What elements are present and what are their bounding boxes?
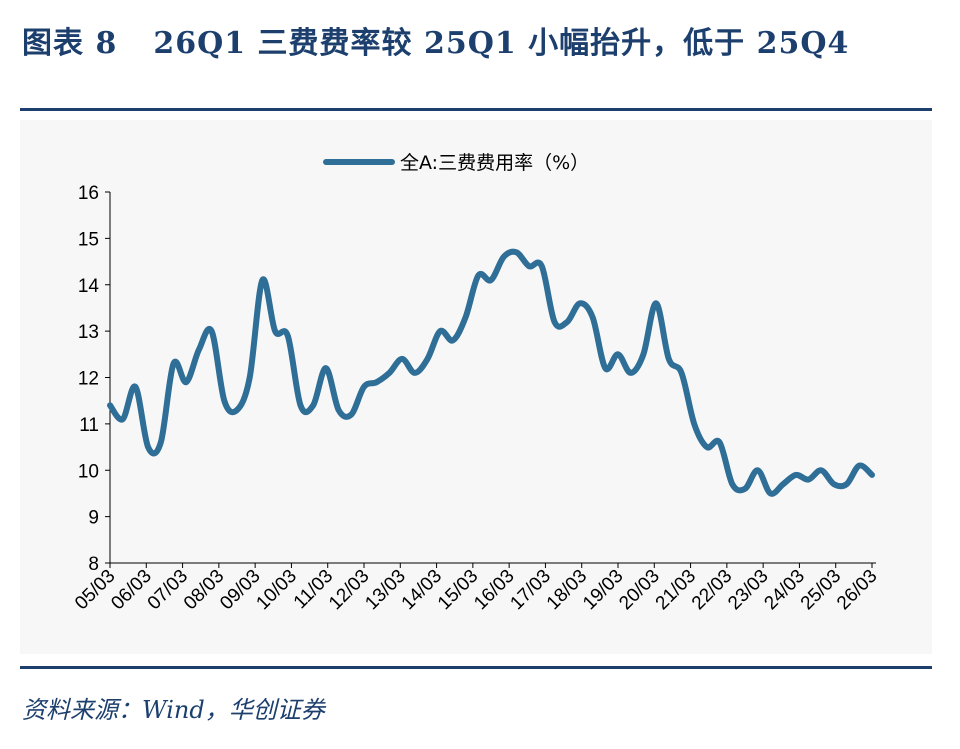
y-tick-label: 9	[88, 508, 99, 529]
x-tick-label: 22/03	[688, 566, 736, 614]
figure-label: 图表 8	[22, 26, 118, 61]
x-tick-label: 26/03	[833, 566, 881, 614]
bottom-rule	[20, 666, 932, 669]
x-tick-label: 25/03	[797, 566, 845, 614]
x-tick-label: 21/03	[652, 566, 700, 614]
y-tick-label: 14	[78, 276, 100, 297]
x-tick-label: 06/03	[107, 566, 155, 614]
line-chart: 891011121314151605/0306/0307/0308/0309/0…	[71, 152, 881, 614]
x-tick-label: 11/03	[290, 566, 337, 613]
x-tick-label: 24/03	[760, 566, 808, 614]
chart-panel: 8 9 10 11 12 13 14 15 16 05/03 06/03 07/03 08/03 09/0…	[20, 120, 932, 654]
x-tick-label: 08/03	[180, 566, 228, 614]
y-tick-label: 8	[88, 554, 99, 575]
x-tick-label: 18/03	[543, 566, 591, 614]
x-tick-label: 17/03	[506, 566, 554, 614]
legend-label: 全A:三费费用率（%）	[400, 152, 589, 174]
x-tick-label: 23/03	[724, 566, 772, 614]
x-tick-label: 15/03	[434, 566, 482, 614]
x-tick-label: 19/03	[579, 566, 627, 614]
top-rule	[20, 108, 932, 111]
x-tick-label: 07/03	[144, 566, 192, 614]
source-note: 资料来源：Wind，华创证券	[22, 696, 325, 724]
x-tick-label: 10/03	[252, 566, 300, 614]
x-tick-label: 20/03	[615, 566, 663, 614]
figure-caption: 26Q1 三费费率较 25Q1 小幅抬升，低于 25Q4	[153, 26, 850, 61]
x-tick-label: 14/03	[398, 566, 446, 614]
x-tick-label: 16/03	[470, 566, 518, 614]
y-tick-label: 11	[79, 415, 99, 436]
x-tick-label: 09/03	[216, 566, 264, 614]
figure-title: 图表 8 26Q1 三费费率较 25Q1 小幅抬升，低于 25Q4	[22, 18, 849, 62]
y-tick-label: 13	[78, 322, 99, 343]
series-line	[107, 248, 875, 497]
y-tick-label: 16	[78, 183, 99, 204]
x-tick-label: 13/03	[361, 566, 409, 614]
y-tick-label: 12	[78, 369, 99, 390]
y-tick-label: 10	[78, 461, 99, 482]
x-tick-label: 12/03	[325, 566, 373, 614]
y-tick-label: 15	[78, 229, 99, 250]
